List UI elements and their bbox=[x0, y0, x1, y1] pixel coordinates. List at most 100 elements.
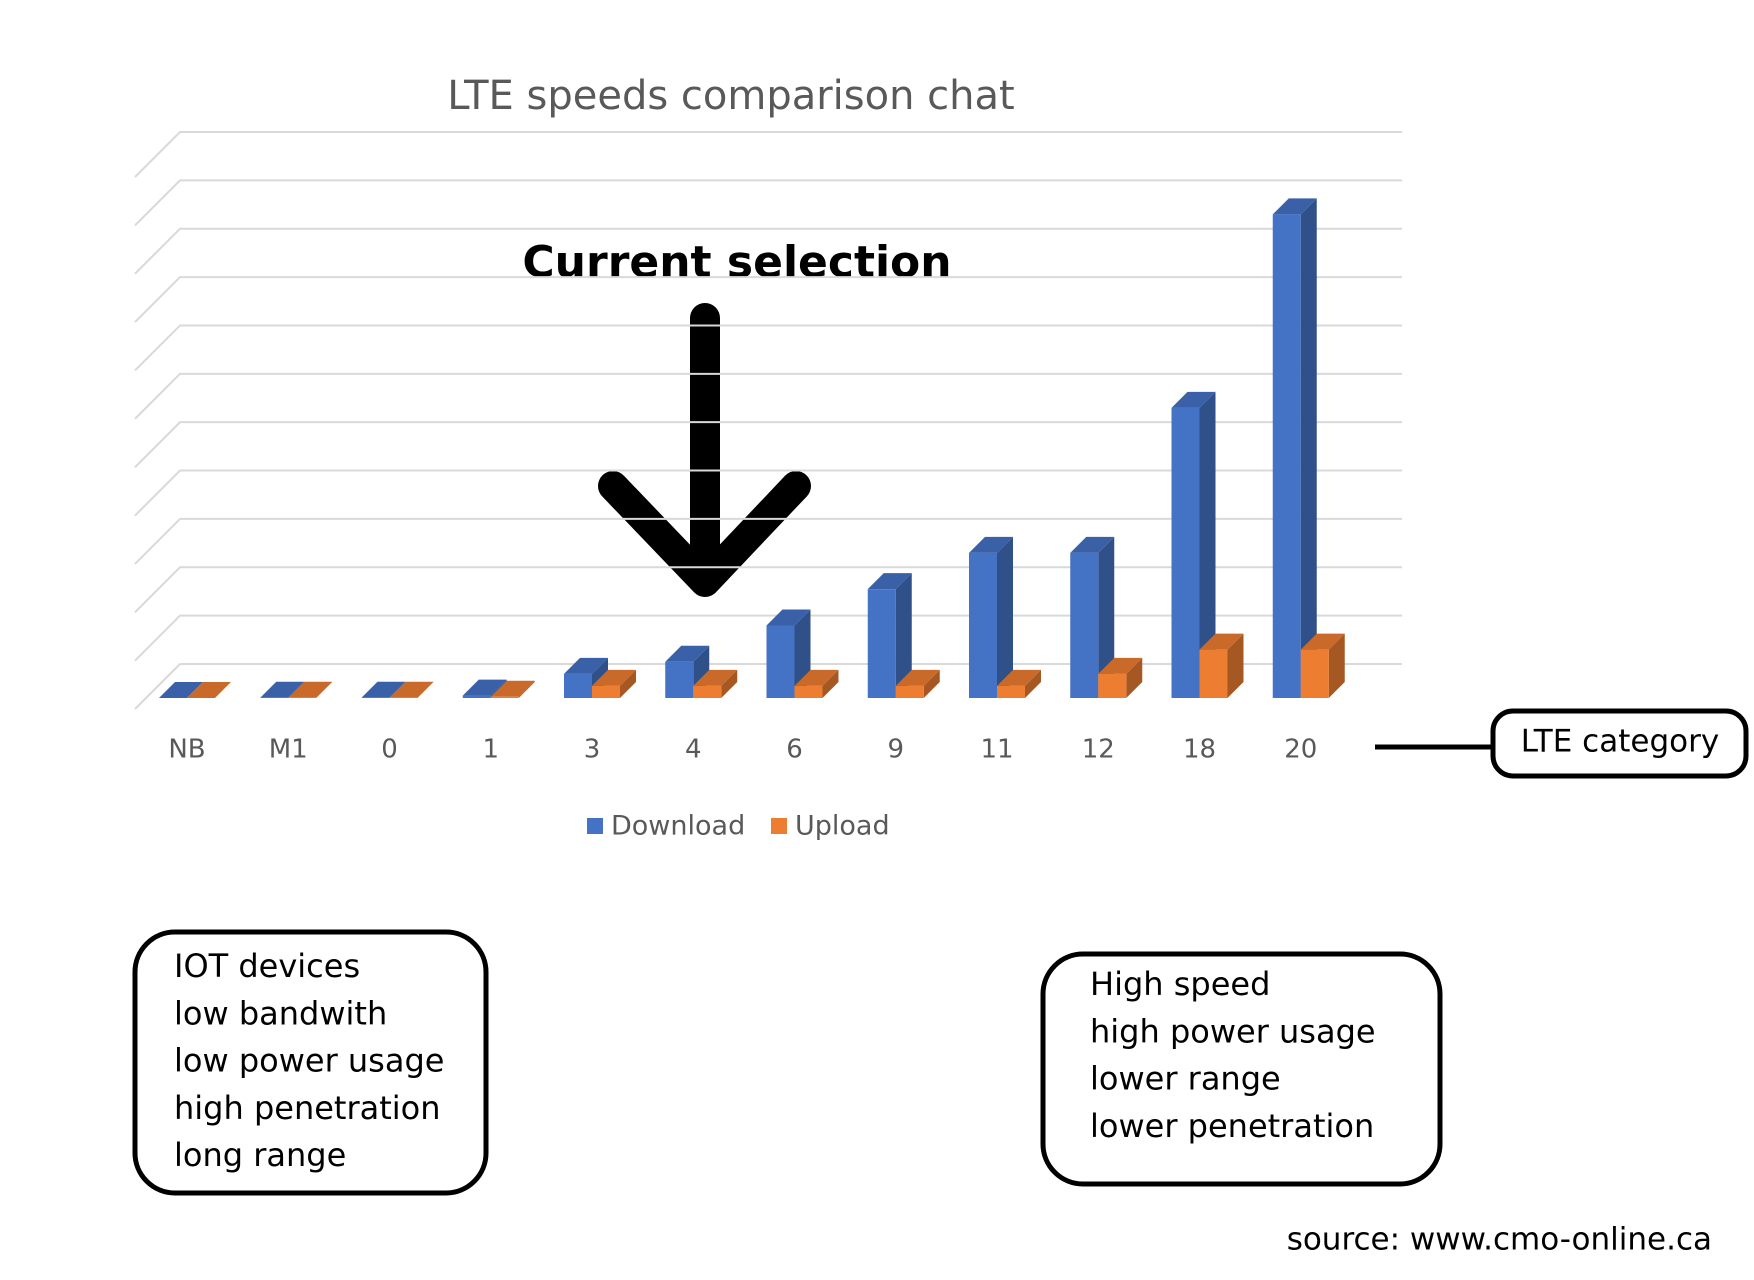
bar-top bbox=[997, 669, 1041, 686]
chart-title: LTE speeds comparison chat bbox=[447, 73, 1014, 119]
bar-top bbox=[766, 609, 811, 626]
arrow bbox=[598, 303, 811, 597]
x-tick-label: 4 bbox=[685, 735, 702, 765]
bar-side bbox=[1199, 391, 1216, 698]
bar-top bbox=[187, 681, 231, 698]
note-line: high penetration bbox=[174, 1089, 441, 1127]
bar-top bbox=[1272, 198, 1317, 215]
bar-side bbox=[721, 669, 738, 698]
bar-top bbox=[693, 669, 738, 686]
grid-line bbox=[134, 469, 1402, 517]
bar-top bbox=[361, 681, 406, 698]
bar bbox=[592, 685, 620, 698]
bar-top bbox=[794, 669, 839, 686]
bar bbox=[969, 552, 997, 698]
bar-side bbox=[997, 536, 1013, 698]
note-line: high power usage bbox=[1090, 1012, 1376, 1050]
bar-side bbox=[1025, 669, 1041, 698]
bar-top bbox=[665, 645, 710, 662]
legend-label: Upload bbox=[795, 811, 890, 842]
bar bbox=[895, 685, 924, 698]
bar-side bbox=[417, 681, 434, 698]
x-tick-label: 3 bbox=[584, 735, 601, 765]
bar-side bbox=[1300, 198, 1317, 698]
x-tick-label: 12 bbox=[1082, 735, 1115, 765]
x-label-box bbox=[1490, 708, 1749, 779]
bar-top bbox=[462, 679, 507, 696]
legend-label: Download bbox=[611, 811, 745, 842]
legend-swatch bbox=[771, 818, 787, 834]
annotation: Current selection bbox=[522, 237, 951, 288]
bar bbox=[462, 695, 491, 698]
bar bbox=[867, 589, 896, 698]
bar bbox=[1199, 649, 1228, 698]
x-label: LTE category bbox=[1521, 724, 1719, 760]
bar-side bbox=[518, 680, 535, 698]
x-tick-label: M1 bbox=[269, 735, 308, 765]
bar-side bbox=[1227, 633, 1244, 698]
bar-side bbox=[1126, 657, 1143, 698]
x-tick-label: NB bbox=[168, 735, 205, 765]
bar-top bbox=[1098, 657, 1143, 674]
bar-top bbox=[564, 657, 608, 674]
grid-line bbox=[134, 227, 1402, 275]
bar-side bbox=[822, 669, 839, 698]
bar-side bbox=[620, 669, 636, 698]
bar-side bbox=[316, 681, 333, 698]
note-line: lower range bbox=[1090, 1060, 1281, 1098]
bar-side bbox=[923, 669, 940, 698]
bar bbox=[564, 673, 592, 698]
x-tick-label: 20 bbox=[1284, 735, 1317, 765]
note-line: lower penetration bbox=[1090, 1107, 1374, 1145]
bar bbox=[1070, 552, 1099, 698]
grid-line bbox=[134, 421, 1402, 468]
grid-line bbox=[134, 276, 1402, 323]
x-tick-label: 9 bbox=[887, 735, 904, 765]
note-line: low power usage bbox=[174, 1042, 444, 1080]
note-line: low bandwith bbox=[174, 994, 387, 1032]
x-tick-label: 6 bbox=[786, 735, 803, 765]
bar-top bbox=[389, 681, 434, 698]
x-tick-label: 18 bbox=[1183, 735, 1216, 765]
bar-top bbox=[592, 669, 636, 686]
x-tick-label: 1 bbox=[482, 735, 499, 765]
grid-line bbox=[134, 324, 1402, 372]
legend-swatch bbox=[587, 818, 603, 834]
bar-top bbox=[867, 573, 912, 590]
bar-side bbox=[1328, 633, 1345, 698]
bar-top bbox=[1070, 536, 1115, 553]
bar-top bbox=[288, 681, 333, 698]
note-box bbox=[1040, 951, 1443, 1187]
grid-line bbox=[134, 372, 1402, 420]
note-line: High speed bbox=[1090, 965, 1270, 1003]
bar bbox=[665, 661, 694, 698]
bar bbox=[490, 696, 519, 698]
bar-top bbox=[159, 681, 203, 698]
note-line: IOT devices bbox=[174, 947, 360, 985]
bar bbox=[794, 685, 823, 698]
grid-line bbox=[134, 131, 1402, 178]
bar-top bbox=[969, 536, 1013, 553]
x-tick-label: 0 bbox=[381, 735, 398, 765]
bar-top bbox=[490, 680, 535, 697]
bar-top bbox=[1300, 633, 1345, 650]
note-line: long range bbox=[174, 1136, 346, 1174]
bar-top bbox=[895, 669, 940, 686]
bar bbox=[1272, 214, 1301, 698]
bar-top bbox=[260, 681, 305, 698]
bar bbox=[766, 625, 795, 698]
bar bbox=[1300, 649, 1329, 698]
bar bbox=[1098, 673, 1127, 698]
bar bbox=[997, 685, 1025, 698]
bar bbox=[1171, 407, 1200, 698]
bar-side bbox=[215, 681, 231, 698]
bar-side bbox=[1098, 536, 1115, 698]
grid-line bbox=[134, 517, 1402, 565]
grid-line bbox=[134, 179, 1402, 227]
bar-top bbox=[1199, 633, 1244, 650]
bar bbox=[693, 685, 722, 698]
bar-top bbox=[1171, 391, 1216, 408]
source: source: www.cmo-online.ca bbox=[1287, 1222, 1712, 1258]
